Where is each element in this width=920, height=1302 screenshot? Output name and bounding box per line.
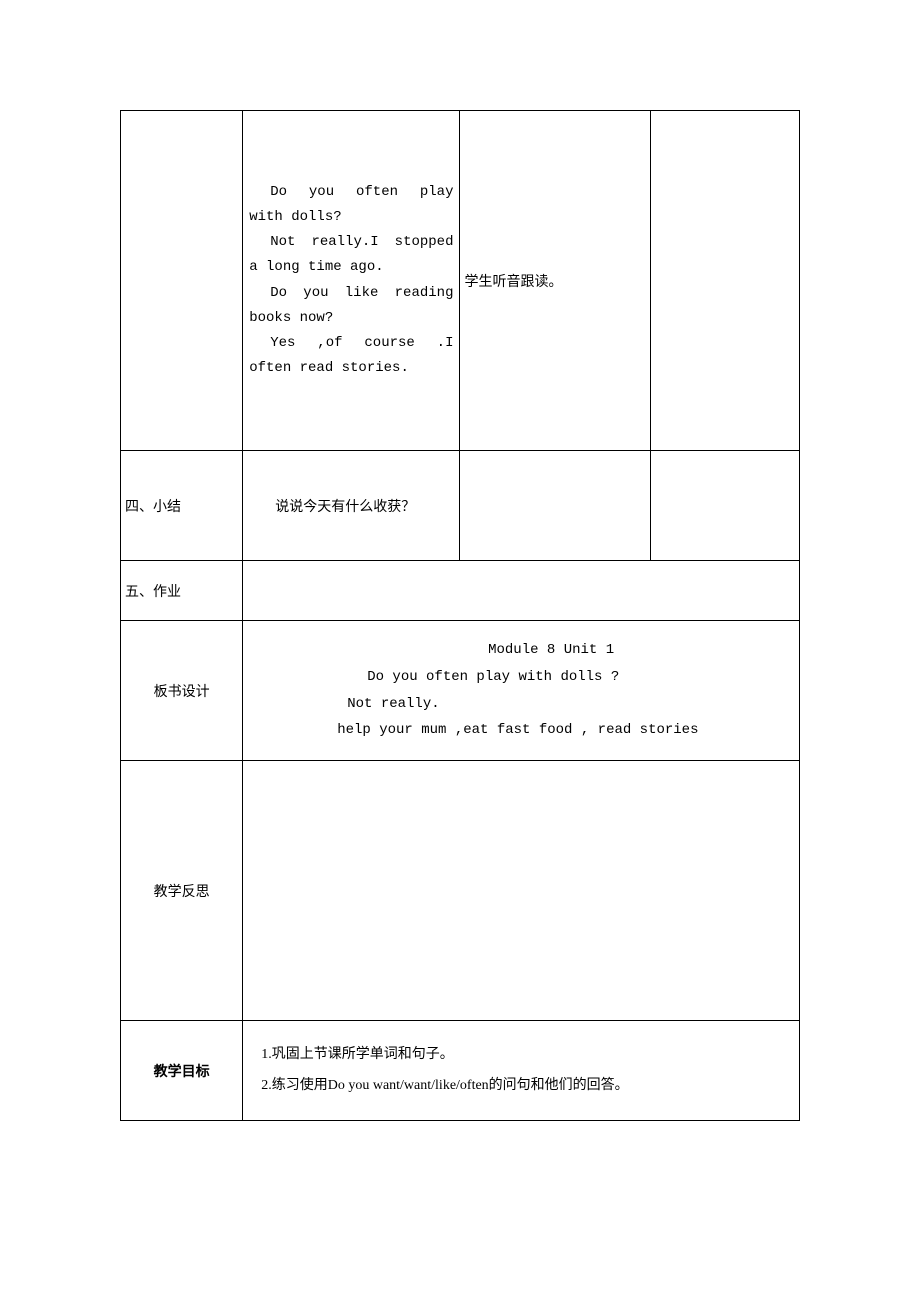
- summary-content: 说说今天有什么收获？: [275, 500, 415, 515]
- teaching-goal-label: 教学目标: [154, 1065, 210, 1080]
- table-row: 四、小结 说说今天有什么收获？: [121, 451, 800, 561]
- row2-col4: [650, 451, 799, 561]
- board-design-label: 板书设计: [154, 685, 210, 700]
- row2-label: 四、小结: [121, 451, 243, 561]
- row4-label: 板书设计: [121, 621, 243, 761]
- row6-content: 1.巩固上节课所学单词和句子。 2.练习使用Do you want/want/l…: [243, 1021, 800, 1121]
- dialog-line: Do you like reading books now?: [249, 281, 453, 331]
- board-line: Not really.: [247, 691, 795, 718]
- dialog-line: Not really.I stopped a long time ago.: [249, 230, 453, 280]
- row1-col4: [650, 111, 799, 451]
- row1-col3: 学生听音跟读。: [460, 111, 650, 451]
- table-row: 教学反思: [121, 761, 800, 1021]
- table-row: 板书设计 Module 8 Unit 1 Do you often play w…: [121, 621, 800, 761]
- row1-col2: Do you often play with dolls? Not really…: [243, 111, 460, 451]
- row2-col2: 说说今天有什么收获？: [243, 451, 460, 561]
- goal-block: 1.巩固上节课所学单词和句子。 2.练习使用Do you want/want/l…: [247, 1040, 795, 1102]
- homework-label: 五、作业: [125, 585, 181, 600]
- board-block: Module 8 Unit 1 Do you often play with d…: [247, 637, 795, 743]
- student-activity-text: 学生听音跟读。: [464, 275, 562, 290]
- row3-content: [243, 561, 800, 621]
- board-line: Do you often play with dolls ?: [247, 664, 795, 691]
- summary-label: 四、小结: [125, 500, 181, 515]
- row4-content: Module 8 Unit 1 Do you often play with d…: [243, 621, 800, 761]
- row5-content: [243, 761, 800, 1021]
- row2-col3: [460, 451, 650, 561]
- dialog-line: Do you often play with dolls?: [249, 180, 453, 230]
- lesson-plan-table: Do you often play with dolls? Not really…: [120, 110, 800, 1121]
- reflection-label: 教学反思: [154, 885, 210, 900]
- row1-col1: [121, 111, 243, 451]
- table-row: 五、作业: [121, 561, 800, 621]
- goal-line: 2.练习使用Do you want/want/like/often的问句和他们的…: [261, 1071, 795, 1102]
- board-title: Module 8 Unit 1: [307, 637, 795, 664]
- dialog-line: Yes ,of course .I often read stories.: [249, 331, 453, 381]
- goal-line: 1.巩固上节课所学单词和句子。: [261, 1040, 795, 1071]
- dialog-block: Do you often play with dolls? Not really…: [247, 180, 455, 382]
- row5-label: 教学反思: [121, 761, 243, 1021]
- table-row: 教学目标 1.巩固上节课所学单词和句子。 2.练习使用Do you want/w…: [121, 1021, 800, 1121]
- row3-label: 五、作业: [121, 561, 243, 621]
- table-row: Do you often play with dolls? Not really…: [121, 111, 800, 451]
- row6-label: 教学目标: [121, 1021, 243, 1121]
- board-line: help your mum ,eat fast food , read stor…: [247, 717, 795, 744]
